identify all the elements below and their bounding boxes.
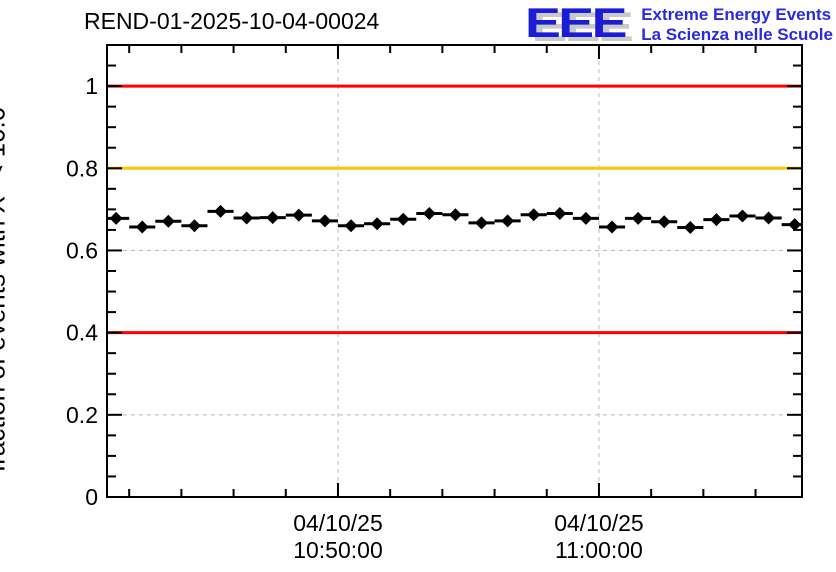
data-point (605, 220, 619, 234)
data-point (735, 209, 749, 223)
y-tick-label: 0.2 (66, 402, 98, 428)
data-point (501, 214, 515, 228)
y-tick-label: 1 (85, 73, 98, 99)
eee-logo-text: Extreme Energy Events La Scienza nelle S… (641, 2, 833, 45)
eee-logo: EEE Extreme Energy Events La Scienza nel… (525, 2, 833, 45)
data-point (553, 206, 567, 220)
data-point (683, 220, 697, 234)
data-point (631, 211, 645, 225)
data-point (762, 211, 776, 225)
x-tick-label: 04/10/25 (554, 510, 644, 536)
data-point (475, 216, 489, 230)
axis-frame (106, 44, 803, 498)
y-tick-label: 0.4 (66, 320, 98, 346)
y-axis-title-tail: < 10.0 (0, 106, 11, 180)
data-point (788, 218, 802, 232)
data-series (107, 204, 802, 234)
data-point (240, 211, 254, 225)
data-point (135, 220, 149, 234)
data-point (318, 214, 332, 228)
data-point (657, 215, 671, 229)
eee-logo-line2: La Scienza nelle Scuole (641, 25, 833, 44)
data-point (709, 213, 723, 227)
y-axis-title: fraction of events with X2 < 10.0 (0, 107, 11, 472)
eee-logo-line1: Extreme Energy Events (641, 5, 832, 24)
data-point (344, 219, 358, 233)
y-axis-title-text: fraction of events with X (0, 196, 11, 472)
chart-title: REND-01-2025-10-04-00024 (84, 8, 380, 34)
x-tick-label: 04/10/25 (293, 510, 383, 536)
data-point (370, 217, 384, 231)
y-tick-label: 0.6 (66, 237, 98, 263)
data-point (448, 208, 462, 222)
data-point (527, 208, 541, 222)
data-point (187, 219, 201, 233)
y-tick-label: 0 (85, 484, 98, 510)
data-point (266, 211, 280, 225)
data-point (214, 204, 228, 218)
data-point (422, 206, 436, 220)
data-point (109, 211, 123, 225)
data-point (396, 212, 410, 226)
x-tick-label: 10:50:00 (293, 537, 383, 563)
x-tick-label: 11:00:00 (555, 537, 643, 563)
data-point (161, 214, 175, 228)
data-point (292, 208, 306, 222)
eee-logo-acronym: EEE (525, 0, 627, 46)
y-tick-label: 0.8 (66, 155, 98, 181)
data-point (579, 211, 593, 225)
